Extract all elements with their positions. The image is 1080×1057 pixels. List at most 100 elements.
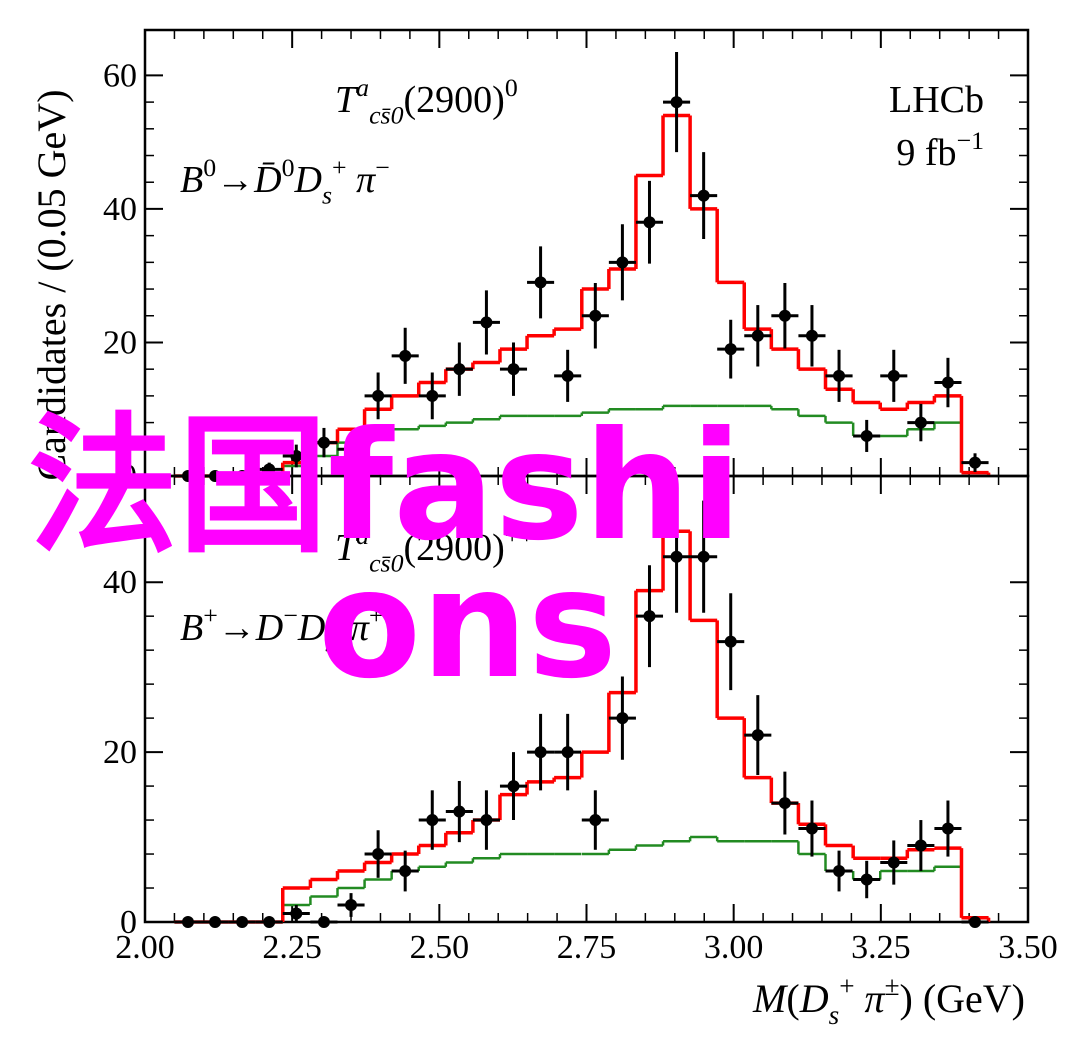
- watermark: 法国fashi: [28, 400, 742, 574]
- y-tick-label: 0: [120, 904, 137, 941]
- data-point: [697, 550, 710, 563]
- annotation: LHCb: [889, 79, 984, 121]
- y-tick-label: 40: [103, 191, 137, 228]
- text-segment: +: [839, 971, 854, 1001]
- text-segment: +: [203, 601, 218, 630]
- text-segment: (2900): [404, 527, 505, 569]
- text-segment: cs̄0: [369, 100, 404, 129]
- x-axis-label: M(Ds+ π±) (GeV): [752, 971, 1025, 1030]
- data-point: [643, 216, 656, 229]
- text-segment: LHCb: [889, 79, 984, 121]
- text-segment: −: [375, 153, 390, 182]
- text-segment: (2900): [404, 79, 505, 121]
- data-point: [317, 436, 330, 449]
- annotation: B+→D−Ds+π+: [180, 601, 384, 657]
- text-segment: B: [180, 159, 203, 201]
- y-tick-label: 40: [103, 564, 137, 601]
- text-segment: cs̄0: [369, 548, 404, 577]
- text-segment: +: [369, 601, 384, 630]
- data-point: [372, 389, 385, 402]
- text-segment: −1: [957, 126, 984, 155]
- data-point: [209, 916, 222, 928]
- text-segment: a: [356, 521, 369, 550]
- data-point: [670, 96, 683, 109]
- text-segment: 0: [505, 73, 518, 102]
- text-segment: s: [325, 628, 335, 657]
- text-segment: +: [332, 153, 347, 182]
- data-point: [697, 189, 710, 202]
- data-point: [778, 797, 791, 810]
- text-segment: D: [294, 159, 322, 201]
- data-point: [724, 635, 737, 648]
- data-point: [345, 899, 358, 912]
- data-point: [941, 822, 954, 835]
- x-tick-label: 2.25: [262, 929, 322, 966]
- data-point: [914, 839, 927, 852]
- x-tick-label: 2.50: [410, 929, 470, 966]
- text-segment: ) (GeV): [900, 976, 1026, 1021]
- data-point: [805, 822, 818, 835]
- y-tick-label: 20: [103, 324, 137, 361]
- y-tick-label: 0: [120, 458, 137, 495]
- data-point: [589, 814, 602, 827]
- data-point: [887, 856, 900, 869]
- data-point: [778, 309, 791, 322]
- data-point: [426, 814, 439, 827]
- data-point: [860, 873, 873, 886]
- y-axis-label: Candidates / (0.05 GeV): [29, 89, 74, 480]
- text-segment: a: [356, 73, 369, 102]
- text-segment: 0: [203, 153, 216, 182]
- data-point: [480, 814, 493, 827]
- text-segment: T: [335, 79, 359, 121]
- data-point: [507, 780, 520, 793]
- data-point: [534, 276, 547, 289]
- x-tick-label: 3.25: [851, 929, 911, 966]
- text-segment: 9 fb: [896, 132, 956, 174]
- x-tick-label: 2.00: [115, 929, 175, 966]
- data-point: [480, 316, 493, 329]
- text-segment: π: [347, 159, 377, 201]
- x-tick-label: 3.50: [998, 929, 1058, 966]
- data-point: [453, 805, 466, 818]
- data-point: [833, 865, 846, 878]
- data-point: [805, 329, 818, 342]
- data-point: [561, 369, 574, 382]
- text-segment: π: [350, 607, 370, 649]
- data-point: [263, 463, 276, 476]
- x-tick-label: 2.75: [557, 929, 617, 966]
- text-segment: D̄: [253, 159, 281, 201]
- text-segment: +: [335, 601, 350, 630]
- text-segment: T: [335, 527, 359, 569]
- data-point: [616, 256, 629, 269]
- data-point: [670, 550, 683, 563]
- data-point: [941, 376, 954, 389]
- data-point: [507, 363, 520, 376]
- text-segment: →: [218, 607, 256, 649]
- text-segment: B: [180, 607, 203, 649]
- text-segment: ++: [505, 521, 534, 550]
- text-segment: D: [297, 607, 325, 649]
- data-point: [236, 916, 249, 928]
- data-point: [263, 916, 276, 928]
- data-point: [969, 456, 982, 469]
- annotation: 9 fb−1: [896, 126, 984, 174]
- data-point: [181, 916, 194, 928]
- text-segment: s: [322, 180, 332, 209]
- data-point: [372, 848, 385, 861]
- annotation: B0→D̄0Ds+ π−: [180, 153, 390, 209]
- text-segment: D: [255, 607, 283, 649]
- text-segment: π: [855, 976, 886, 1021]
- data-point: [534, 746, 547, 759]
- data-point: [914, 416, 927, 429]
- watermark: ons: [318, 538, 617, 712]
- x-tick-label: 3.00: [704, 929, 764, 966]
- data-point: [345, 443, 358, 456]
- data-point: [969, 916, 982, 928]
- text-segment: M: [752, 976, 789, 1021]
- data-point: [290, 449, 303, 462]
- text-segment: (: [786, 976, 799, 1021]
- data-point: [833, 369, 846, 382]
- data-point: [561, 746, 574, 759]
